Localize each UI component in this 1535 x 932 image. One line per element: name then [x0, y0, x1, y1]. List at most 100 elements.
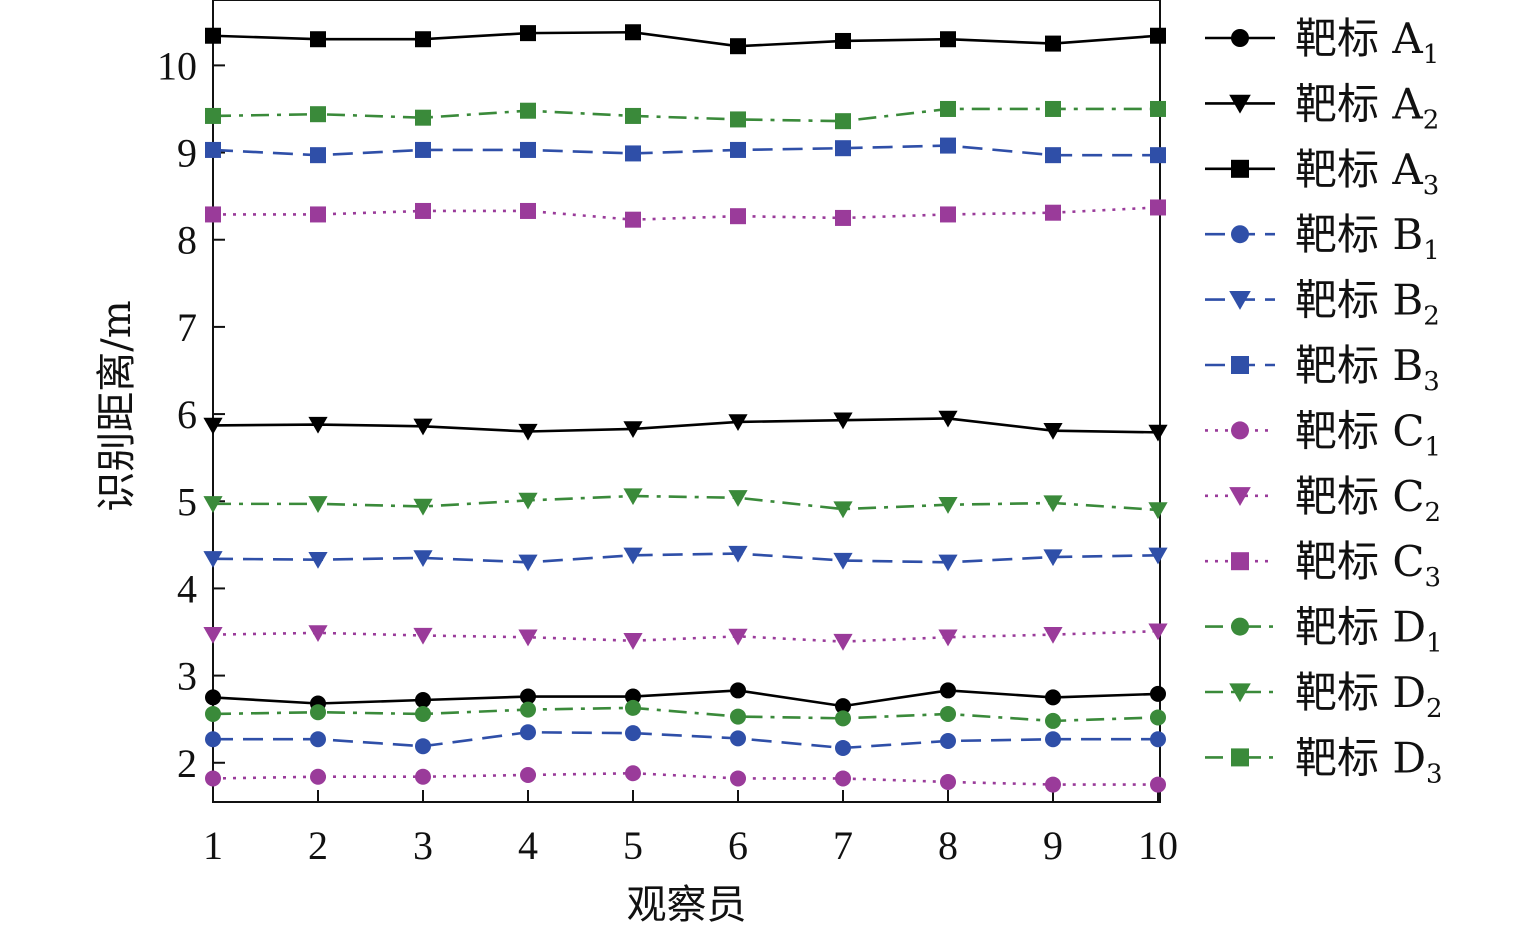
data-point — [520, 141, 536, 158]
data-point — [310, 704, 326, 721]
y-tick-label: 7 — [177, 305, 197, 350]
x-tick-label: 2 — [308, 823, 328, 868]
data-point — [940, 705, 956, 722]
legend: 靶标 A1 靶标 A2 靶标 A3 靶标 B1 靶标 B2 靶标 B3 靶标 C1 靶标 C2… — [1205, 14, 1443, 789]
series-6 — [205, 137, 1166, 164]
data-point — [623, 488, 643, 506]
data-point — [623, 547, 643, 565]
data-point — [205, 689, 221, 706]
data-point — [1045, 204, 1061, 221]
data-point — [940, 682, 956, 699]
x-tick-label: 8 — [938, 823, 958, 868]
legend-entry: 靶标 A2 — [1205, 79, 1439, 135]
x-tick-label: 1 — [203, 823, 223, 868]
data-point — [1043, 549, 1063, 567]
data-point — [1150, 776, 1166, 793]
y-tick-label: 2 — [177, 741, 197, 786]
series-line — [213, 206, 1159, 221]
data-point — [413, 627, 433, 645]
legend-marker — [1229, 487, 1251, 507]
legend-label: 靶标 D2 — [1295, 668, 1443, 724]
data-point — [413, 498, 433, 516]
data-point — [940, 100, 956, 117]
legend-label: 靶标 A1 — [1295, 14, 1439, 70]
series-line — [212, 144, 1158, 157]
series-11 — [203, 488, 1168, 520]
data-point — [730, 38, 746, 55]
legend-entry: 靶标 B3 — [1205, 341, 1440, 397]
series-line — [212, 771, 1158, 786]
data-point — [728, 628, 748, 646]
data-point — [1045, 712, 1061, 729]
data-point — [623, 421, 643, 439]
data-point — [940, 31, 956, 48]
legend-label: 靶标 A3 — [1295, 145, 1439, 201]
legend-marker — [1231, 748, 1249, 767]
data-point — [520, 701, 536, 718]
data-point — [520, 25, 536, 42]
series-2 — [203, 410, 1168, 442]
data-point — [1043, 495, 1063, 513]
data-point — [833, 552, 853, 570]
data-point — [415, 202, 431, 219]
data-point — [1150, 685, 1166, 702]
data-point — [833, 501, 853, 519]
series-12 — [205, 100, 1166, 130]
data-point — [308, 551, 328, 569]
data-point — [728, 490, 748, 507]
data-point — [1045, 100, 1061, 117]
data-point — [835, 698, 851, 715]
y-tick-label: 8 — [177, 218, 197, 263]
data-point — [415, 768, 431, 785]
data-point — [625, 107, 641, 124]
data-point — [1045, 147, 1061, 164]
y-axis-title: 识别距离/m — [94, 300, 140, 511]
data-point — [518, 629, 538, 647]
data-point — [1045, 689, 1061, 706]
legend-entry: 靶标 D2 — [1205, 668, 1443, 724]
data-point — [1148, 424, 1168, 442]
data-point — [938, 554, 958, 572]
legend-marker — [1231, 617, 1249, 636]
data-point — [940, 732, 956, 749]
data-point — [1150, 147, 1166, 164]
data-point — [835, 710, 851, 727]
legend-entry: 靶标 C1 — [1205, 406, 1441, 462]
data-point — [625, 725, 641, 742]
x-tick-label: 4 — [518, 823, 538, 868]
data-point — [413, 418, 433, 436]
series-line — [212, 107, 1158, 123]
data-point — [1150, 199, 1166, 216]
data-point — [833, 412, 853, 430]
data-point — [310, 147, 326, 164]
data-point — [310, 106, 326, 123]
data-point — [625, 688, 641, 705]
data-point — [203, 417, 223, 435]
series-line — [212, 417, 1159, 434]
data-point — [205, 705, 221, 722]
series-line — [212, 30, 1159, 48]
data-point — [1043, 626, 1063, 644]
data-point — [520, 688, 536, 705]
legend-label: 靶标 D3 — [1295, 733, 1443, 789]
data-point — [730, 730, 746, 747]
data-point — [835, 32, 851, 49]
data-point — [835, 209, 851, 226]
series-7 — [205, 765, 1166, 793]
data-point — [940, 137, 956, 154]
data-point — [1150, 27, 1166, 44]
data-point — [835, 770, 851, 787]
legend-label: 靶标 A2 — [1295, 79, 1439, 135]
data-point — [415, 738, 431, 755]
data-point — [203, 496, 223, 513]
data-point — [310, 31, 326, 48]
data-point — [518, 492, 538, 510]
legend-label: 靶标 B1 — [1295, 210, 1440, 266]
data-point — [730, 208, 746, 225]
data-point — [1150, 709, 1166, 726]
data-point — [203, 626, 223, 644]
plot-frame — [212, 0, 1161, 803]
data-point — [623, 633, 643, 650]
data-point — [205, 206, 221, 223]
